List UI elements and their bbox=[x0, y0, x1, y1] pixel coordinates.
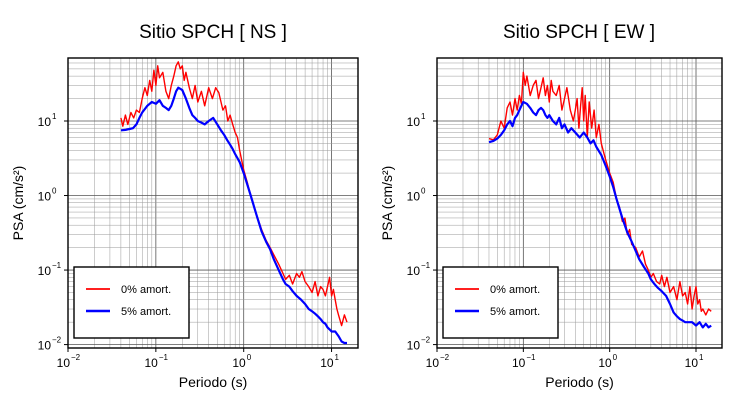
x-tick-exponent: 1 bbox=[699, 353, 704, 362]
x-tick-label: 10 1 bbox=[320, 353, 339, 370]
y-tick-exponent: 0 bbox=[52, 187, 57, 196]
y-tick-label: 10 0 bbox=[407, 187, 426, 204]
legend-box bbox=[73, 266, 190, 339]
x-tick-label: 10 −1 bbox=[512, 353, 536, 370]
y-tick-base: 10 bbox=[407, 115, 421, 129]
chart-panel-ew: Sitio SPCH [ EW ]10 −2 10 −1 10 0 10 110 −210 −11… bbox=[379, 22, 723, 390]
x-tick-label: 10 1 bbox=[685, 353, 704, 370]
x-tick-label: 10 −2 bbox=[426, 353, 450, 370]
chart-panel-ns: Sitio SPCH [ NS ]10 −2 10 −1 10 0 10 110 −210 −11… bbox=[10, 22, 359, 390]
plot-frame bbox=[436, 57, 723, 349]
x-tick-exponent: 1 bbox=[335, 353, 340, 362]
x-tick-label: 10 0 bbox=[232, 353, 251, 370]
y-tick-label: 10 −1 bbox=[407, 261, 431, 278]
y-axis-label: PSA (cm/s²) bbox=[379, 166, 395, 241]
x-tick-base: 10 bbox=[232, 356, 246, 370]
legend-label: 0% amort. bbox=[121, 284, 171, 296]
y-tick-exponent: 1 bbox=[421, 112, 426, 121]
x-tick-base: 10 bbox=[57, 356, 71, 370]
x-tick-base: 10 bbox=[320, 356, 334, 370]
x-axis-label: Periodo (s) bbox=[545, 374, 613, 390]
y-tick-exponent: −1 bbox=[421, 261, 431, 270]
y-axis-label: PSA (cm/s²) bbox=[10, 166, 26, 241]
legend-label: 5% amort. bbox=[490, 306, 540, 318]
x-tick-exponent: 0 bbox=[613, 353, 618, 362]
x-tick-base: 10 bbox=[598, 356, 612, 370]
chart-title: Sitio SPCH [ NS ] bbox=[139, 22, 287, 43]
gridlines bbox=[67, 57, 359, 349]
legend-label: 5% amort. bbox=[121, 306, 171, 318]
y-tick-base: 10 bbox=[38, 115, 52, 129]
y-tick-label: 10 −2 bbox=[407, 336, 431, 353]
y-tick-label: 10 1 bbox=[38, 112, 57, 129]
legend: 0% amort. 5% amort. bbox=[73, 266, 190, 339]
y-tick-label: 10 −2 bbox=[38, 336, 62, 353]
y-tick-exponent: 0 bbox=[421, 187, 426, 196]
x-tick-exponent: −1 bbox=[159, 353, 169, 362]
y-tick-base: 10 bbox=[407, 339, 421, 353]
x-tick-exponent: −1 bbox=[526, 353, 536, 362]
y-tick-base: 10 bbox=[38, 190, 52, 204]
legend-label: 0% amort. bbox=[490, 284, 540, 296]
y-tick-label: 10 −1 bbox=[38, 261, 62, 278]
series-line-5pct bbox=[488, 100, 712, 329]
x-tick-base: 10 bbox=[685, 356, 699, 370]
y-tick-base: 10 bbox=[38, 339, 52, 353]
x-tick-exponent: −2 bbox=[71, 353, 81, 362]
chart-title: Sitio SPCH [ EW ] bbox=[503, 22, 655, 43]
y-tick-base: 10 bbox=[407, 264, 421, 278]
y-tick-exponent: 1 bbox=[52, 112, 57, 121]
y-tick-exponent: −2 bbox=[52, 336, 62, 345]
x-tick-label: 10 −2 bbox=[57, 353, 81, 370]
y-tick-exponent: −2 bbox=[421, 336, 431, 345]
x-tick-label: 10 0 bbox=[598, 353, 617, 370]
y-tick-label: 10 0 bbox=[38, 187, 57, 204]
legend: 0% amort. 5% amort. bbox=[442, 266, 559, 339]
series-line-0pct bbox=[120, 61, 348, 327]
y-tick-base: 10 bbox=[38, 264, 52, 278]
y-tick-exponent: −1 bbox=[52, 261, 62, 270]
x-tick-base: 10 bbox=[144, 356, 158, 370]
series-line-0pct bbox=[488, 71, 712, 316]
plot-frame bbox=[67, 57, 359, 349]
x-tick-exponent: 0 bbox=[247, 353, 252, 362]
x-tick-base: 10 bbox=[426, 356, 440, 370]
series-line-5pct bbox=[120, 86, 347, 345]
x-tick-exponent: −2 bbox=[440, 353, 450, 362]
x-axis-label: Periodo (s) bbox=[179, 374, 247, 390]
x-tick-base: 10 bbox=[512, 356, 526, 370]
legend-box bbox=[442, 266, 559, 339]
y-tick-label: 10 1 bbox=[407, 112, 426, 129]
y-tick-base: 10 bbox=[407, 190, 421, 204]
x-tick-label: 10 −1 bbox=[144, 353, 168, 370]
